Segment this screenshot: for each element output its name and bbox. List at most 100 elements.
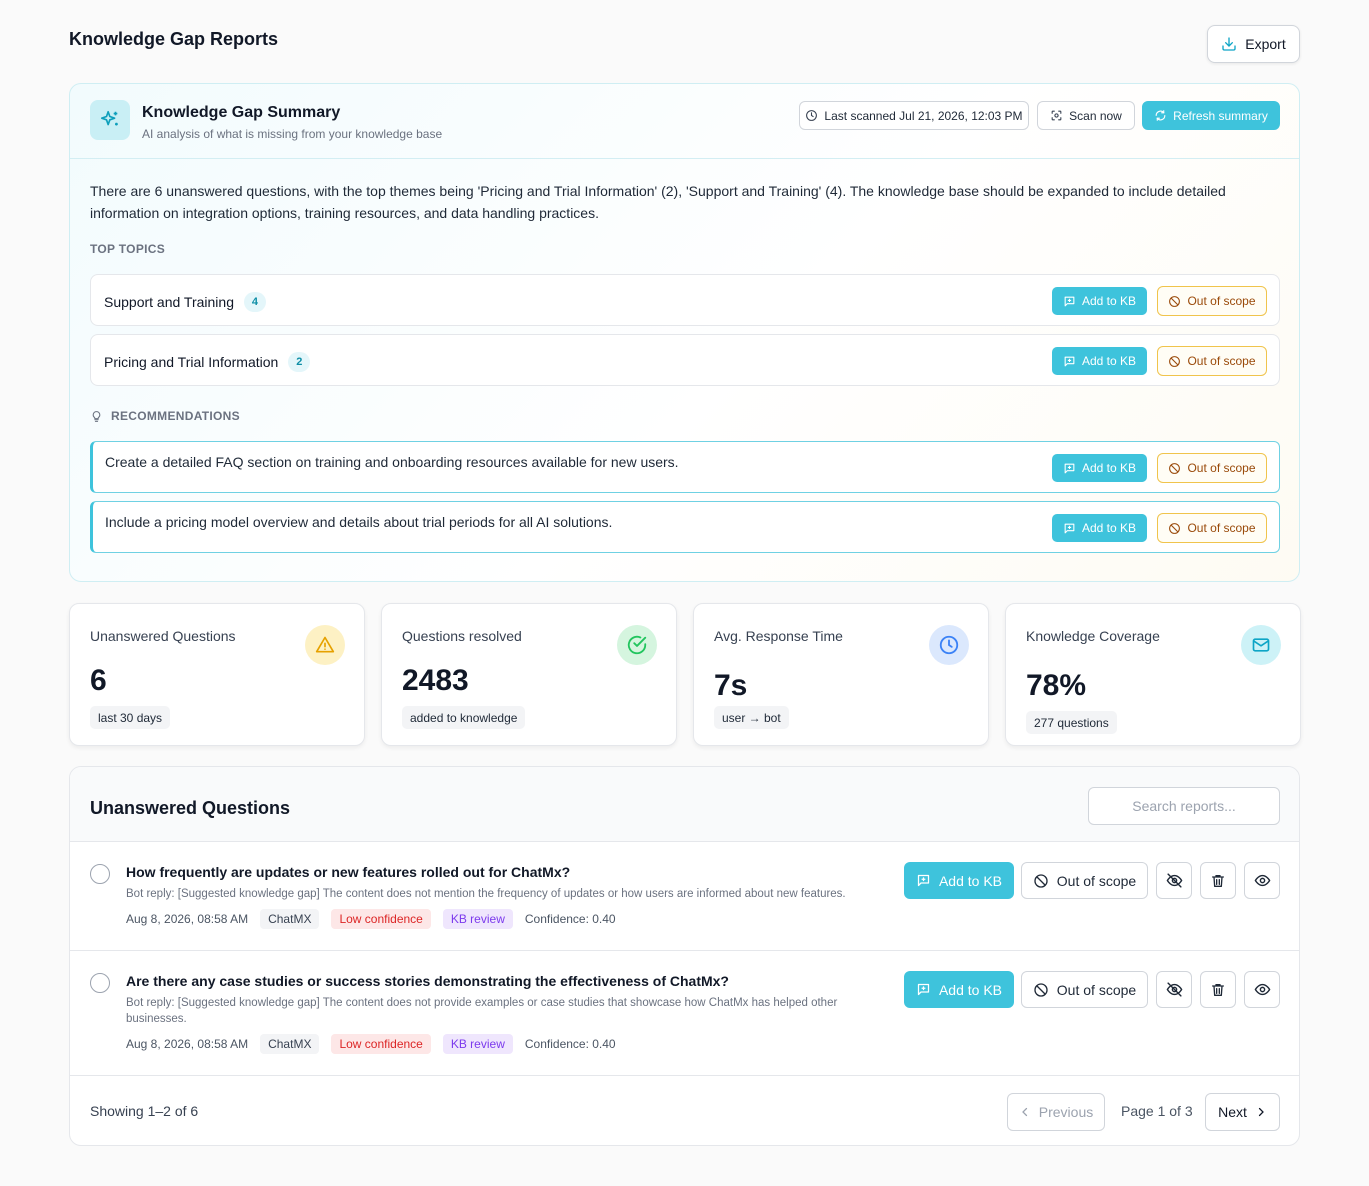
row-select-radio[interactable]: [90, 973, 110, 993]
confidence-value: Confidence: 0.40: [524, 1037, 616, 1051]
stat-value: 7s: [714, 669, 748, 702]
out-of-scope-label: Out of scope: [1056, 872, 1137, 889]
delete-button[interactable]: [1200, 862, 1236, 899]
recommendations-text: RECOMMENDATIONS: [111, 409, 240, 423]
pagination-footer: Showing 1–2 of 6 Previous Page 1 of 3 Ne…: [70, 1076, 1299, 1145]
export-button[interactable]: Export: [1207, 25, 1300, 63]
stat-label: Unanswered Questions: [90, 628, 236, 644]
refresh-summary-button[interactable]: Refresh summary: [1142, 101, 1280, 130]
topic-name: Pricing and Trial Information: [104, 354, 279, 370]
last-scanned-indicator: Last scanned Jul 21, 2026, 12:03 PM: [799, 101, 1029, 130]
mail-icon: [1241, 625, 1281, 665]
add-to-kb-label: Add to KB: [1081, 354, 1137, 368]
add-to-kb-label: Add to KB: [938, 872, 1003, 889]
add-to-kb-label: Add to KB: [1081, 521, 1137, 535]
add-to-kb-button[interactable]: Add to KB: [1052, 287, 1147, 315]
stat-label: Questions resolved: [402, 628, 522, 644]
scan-now-button[interactable]: Scan now: [1037, 101, 1135, 130]
stat-value: 78%: [1026, 669, 1087, 702]
ban-icon: [1033, 873, 1049, 889]
stat-card-unanswered: Unanswered Questions 6 last 30 days: [69, 603, 365, 746]
stat-value: 2483: [402, 664, 469, 697]
topic-row: Pricing and Trial Information 2 Add to K…: [90, 334, 1280, 386]
stat-label: Avg. Response Time: [714, 628, 843, 644]
search-reports-input[interactable]: [1088, 787, 1280, 825]
check-circle-icon: [617, 625, 657, 665]
add-to-kb-label: Add to KB: [1081, 294, 1137, 308]
confidence-value: Confidence: 0.40: [524, 912, 616, 926]
delete-button[interactable]: [1200, 971, 1236, 1008]
bot-reply-text: Bot reply: [Suggested knowledge gap] The…: [126, 997, 838, 1025]
stat-card-response-time: Avg. Response Time 7s user → bot: [693, 603, 989, 746]
ban-icon: [1168, 462, 1181, 475]
add-to-kb-button[interactable]: Add to KB: [1052, 514, 1147, 542]
questions-title: Unanswered Questions: [90, 798, 291, 818]
stat-chip: added to knowledge: [402, 706, 526, 729]
question-row: Are there any case studies or success st…: [70, 951, 1299, 1076]
download-icon: [1221, 36, 1237, 52]
add-message-icon: [1063, 522, 1076, 535]
add-to-kb-button[interactable]: Add to KB: [1052, 454, 1147, 482]
row-select-radio[interactable]: [90, 864, 110, 884]
recommendation-text: Create a detailed FAQ section on trainin…: [105, 454, 679, 470]
out-of-scope-button[interactable]: Out of scope: [1021, 971, 1148, 1008]
add-message-icon: [916, 982, 931, 997]
warning-icon: [305, 625, 345, 665]
top-topics-label: TOP TOPICS: [90, 242, 165, 256]
stat-chip: user → bot: [714, 706, 789, 729]
stat-card-coverage: Knowledge Coverage 78% 277 questions: [1005, 603, 1301, 746]
stat-chip: 277 questions: [1026, 711, 1117, 734]
export-label: Export: [1245, 36, 1286, 52]
add-message-icon: [916, 873, 931, 888]
eye-off-icon: [1166, 981, 1183, 998]
clock-icon: [929, 625, 969, 665]
add-to-kb-label: Add to KB: [938, 981, 1003, 998]
add-to-kb-button[interactable]: Add to KB: [904, 971, 1014, 1008]
add-message-icon: [1063, 295, 1076, 308]
topic-count-badge: 4: [243, 292, 266, 312]
previous-page-button[interactable]: Previous: [1007, 1093, 1105, 1131]
recommendation-text: Include a pricing model overview and det…: [105, 514, 613, 530]
refresh-summary-label: Refresh summary: [1173, 108, 1268, 123]
question-date: Aug 8, 2026, 08:58 AM: [126, 1037, 249, 1051]
stat-value: 6: [90, 664, 107, 697]
next-page-button[interactable]: Next: [1205, 1093, 1280, 1131]
out-of-scope-label: Out of scope: [1187, 461, 1256, 475]
out-of-scope-label: Out of scope: [1187, 354, 1256, 368]
trash-icon: [1210, 982, 1226, 998]
bot-reply-text: Bot reply: [Suggested knowledge gap] The…: [126, 888, 846, 900]
kb-review-tag: KB review: [442, 909, 513, 929]
chevron-right-icon: [1255, 1106, 1267, 1118]
out-of-scope-label: Out of scope: [1187, 294, 1256, 308]
chevron-left-icon: [1019, 1106, 1031, 1118]
stat-card-resolved: Questions resolved 2483 added to knowled…: [381, 603, 677, 746]
question-date: Aug 8, 2026, 08:58 AM: [126, 912, 249, 926]
question-text: How frequently are updates or new featur…: [126, 864, 571, 880]
hide-button[interactable]: [1156, 862, 1192, 899]
question-row: How frequently are updates or new featur…: [70, 842, 1299, 951]
topic-name-wrap: Pricing and Trial Information 2: [104, 352, 311, 372]
out-of-scope-button[interactable]: Out of scope: [1157, 286, 1267, 316]
showing-count: Showing 1–2 of 6: [90, 1103, 199, 1119]
add-message-icon: [1063, 462, 1076, 475]
view-button[interactable]: [1244, 971, 1280, 1008]
page-title: Knowledge Gap Reports: [69, 29, 279, 49]
hide-button[interactable]: [1156, 971, 1192, 1008]
top-topics-text: TOP TOPICS: [90, 242, 166, 256]
add-to-kb-label: Add to KB: [1081, 461, 1137, 475]
out-of-scope-button[interactable]: Out of scope: [1157, 346, 1267, 376]
question-meta: Aug 8, 2026, 08:58 AM ChatMX Low confide…: [126, 909, 616, 929]
out-of-scope-button[interactable]: Out of scope: [1157, 453, 1267, 483]
view-button[interactable]: [1244, 862, 1280, 899]
add-to-kb-button[interactable]: Add to KB: [1052, 347, 1147, 375]
kb-review-tag: KB review: [442, 1034, 513, 1054]
eye-icon: [1254, 872, 1271, 889]
out-of-scope-button[interactable]: Out of scope: [1021, 862, 1148, 899]
low-confidence-tag: Low confidence: [331, 909, 431, 929]
lightbulb-icon: [90, 410, 103, 423]
question-meta: Aug 8, 2026, 08:58 AM ChatMX Low confide…: [126, 1034, 616, 1054]
stat-label: Knowledge Coverage: [1026, 628, 1160, 644]
out-of-scope-button[interactable]: Out of scope: [1157, 513, 1267, 543]
ban-icon: [1168, 295, 1181, 308]
add-to-kb-button[interactable]: Add to KB: [904, 862, 1014, 899]
